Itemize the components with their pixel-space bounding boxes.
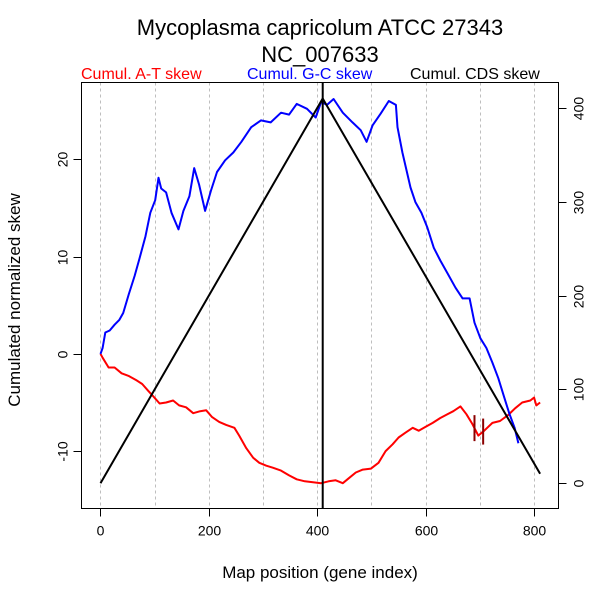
grid-lines (100, 82, 535, 509)
plot-frame (81, 82, 559, 509)
x-tick-label: 600 (415, 523, 439, 539)
series-group (99, 82, 541, 509)
x-axis: 0 200 400 600 800 (97, 508, 547, 539)
legend-at-skew: Cumul. A-T skew (81, 66, 202, 83)
y-tick-label: 10 (55, 250, 71, 266)
at-skew-line (99, 353, 541, 485)
y-tick-label: 20 (55, 152, 71, 168)
y2-tick-label: 100 (571, 378, 587, 402)
y2-tick-label: 0 (571, 479, 587, 487)
y2-tick-label: 400 (571, 97, 587, 121)
y2-tick-label: 300 (571, 191, 587, 215)
x-tick-label: 800 (523, 523, 547, 539)
y-tick-label: -10 (55, 441, 71, 461)
chart-subtitle: NC_007633 (261, 42, 378, 67)
y-tick-label: 0 (55, 350, 71, 358)
x-tick-label: 400 (306, 523, 330, 539)
y-axis-right: 0 100 200 300 400 (558, 97, 587, 487)
legend-gc-skew: Cumul. G-C skew (247, 66, 373, 83)
legend-cds-skew: Cumul. CDS skew (410, 66, 540, 83)
y2-tick-label: 200 (571, 285, 587, 309)
gc-skew-line (99, 98, 520, 444)
x-tick-label: 200 (198, 523, 222, 539)
chart-title: Mycoplasma capricolum ATCC 27343 (137, 15, 503, 40)
y-axis-label: Cumulated normalized skew (5, 193, 24, 407)
y-axis-left: -10 0 10 20 (55, 152, 82, 462)
x-axis-label: Map position (gene index) (222, 563, 418, 582)
x-tick-label: 0 (97, 523, 105, 539)
